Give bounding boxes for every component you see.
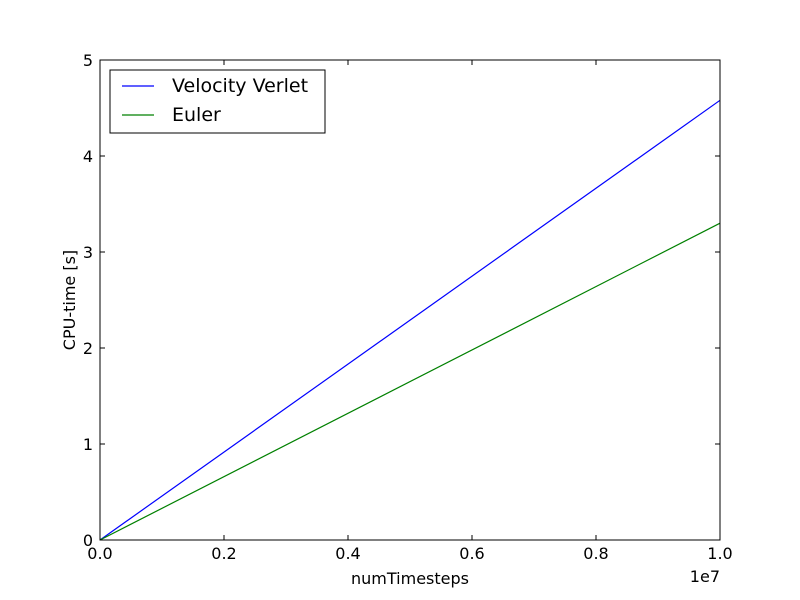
x-tick-label: 1.0 (707, 544, 732, 563)
y-tick-label: 5 (83, 51, 93, 70)
x-tick-label: 0.0 (87, 544, 112, 563)
y-tick-label: 1 (83, 435, 93, 454)
series-line-0 (99, 99, 721, 541)
legend-label-0: Velocity Verlet (172, 75, 308, 97)
series-line-1 (99, 222, 721, 541)
y-tick-label: 0 (83, 531, 93, 550)
x-offset-label: 1e7 (690, 567, 720, 586)
ticks-layer: 0.0 0.2 0.4 0.6 0.8 1.0 0 1 2 3 4 5 (83, 51, 733, 563)
plot-frame (99, 59, 721, 541)
y-tick-label: 3 (83, 243, 93, 262)
series-layer (99, 99, 721, 541)
y-tick-label: 2 (83, 339, 93, 358)
x-tick-label: 0.2 (211, 544, 236, 563)
x-tick-label: 0.6 (459, 544, 484, 563)
x-tick-label: 0.8 (583, 544, 608, 563)
x-tick-label: 0.4 (335, 544, 360, 563)
legend: Velocity Verlet Euler (109, 69, 326, 134)
y-axis-label: CPU-time [s] (60, 250, 79, 350)
legend-label-1: Euler (172, 104, 221, 126)
legend-box (109, 69, 326, 134)
x-axis-label: numTimesteps (351, 569, 469, 588)
y-tick-label: 4 (83, 147, 93, 166)
